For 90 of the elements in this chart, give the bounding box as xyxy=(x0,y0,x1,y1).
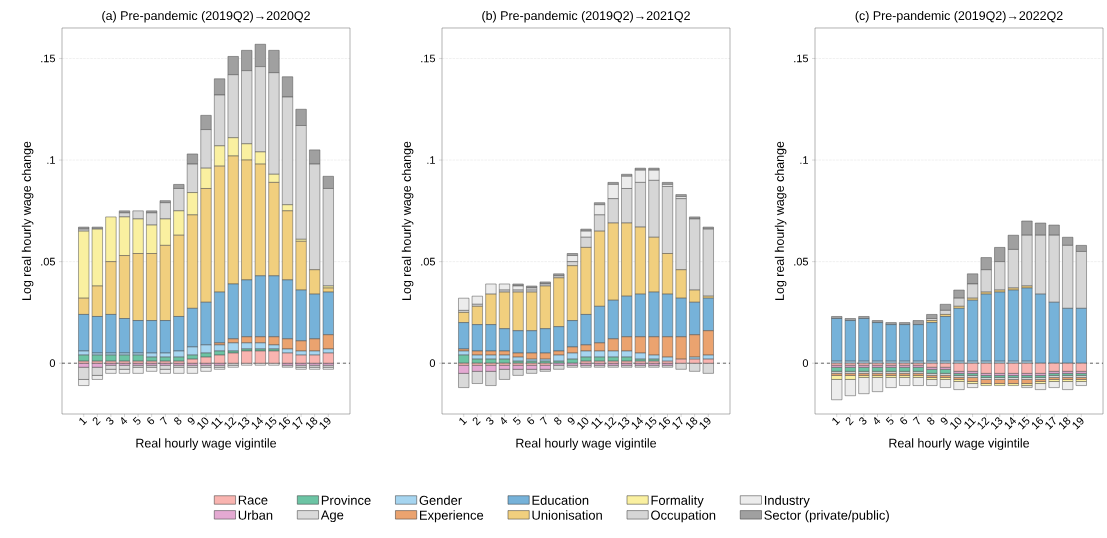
x-tick-label: 2 xyxy=(472,417,481,426)
x-tick-label: 4 xyxy=(121,417,128,425)
x-tick-label: 9 xyxy=(567,417,575,425)
x-tick-label: 13 xyxy=(238,417,250,430)
x-tick-label: 14 xyxy=(1004,417,1017,430)
x-tick-label: 16 xyxy=(658,417,671,430)
x-tick-label: 19 xyxy=(699,417,711,430)
x-tick-label: 16 xyxy=(278,417,291,430)
x-tick-label: 1 xyxy=(832,417,841,426)
legend-label: Age xyxy=(320,510,344,523)
x-tick-label: 7 xyxy=(539,416,547,425)
x-tick-label: 18 xyxy=(306,417,318,430)
x-tick-label: 12 xyxy=(604,417,617,430)
x-tick-label: 7 xyxy=(912,416,920,425)
y-tick-label: .05 xyxy=(41,257,56,266)
y-tick-label: .15 xyxy=(794,54,809,63)
x-tick-label: 3 xyxy=(486,417,494,425)
x-tick-label: 10 xyxy=(577,417,589,430)
x-tick-label: 11 xyxy=(964,417,976,429)
x-tick-label: 3 xyxy=(859,417,867,425)
x-tick-label: 9 xyxy=(940,417,948,425)
legend-label: Race xyxy=(238,495,268,505)
x-tick-label: 6 xyxy=(147,417,155,425)
x-axis-title: Real hourly wage vigintile xyxy=(889,438,1030,450)
x-tick-label: 3 xyxy=(106,417,114,425)
x-tick-label: 8 xyxy=(554,417,562,425)
x-tick-label: 13 xyxy=(618,417,630,430)
y-tick-label: 0 xyxy=(802,359,809,368)
legend-label: Education xyxy=(532,495,589,505)
x-tick-label: 13 xyxy=(991,417,1003,430)
x-tick-label: 14 xyxy=(631,417,644,430)
legend-label: Sector (private/public) xyxy=(764,510,889,523)
x-tick-label: 4 xyxy=(874,417,881,425)
legend-label: Formality xyxy=(651,495,704,508)
x-tick-label: 18 xyxy=(686,417,698,430)
x-tick-label: 8 xyxy=(174,417,182,425)
x-tick-label: 19 xyxy=(319,417,331,430)
y-tick-label: .05 xyxy=(421,257,436,266)
y-tick-label: .05 xyxy=(794,257,809,266)
x-tick-label: 17 xyxy=(292,416,303,430)
chart-title: (c) Pre-pandemic (2019Q2)→2022Q2 xyxy=(855,10,1063,23)
legend-label: Gender xyxy=(419,495,462,505)
x-tick-label: 8 xyxy=(927,417,935,425)
legend-label: Industry xyxy=(764,495,810,508)
x-tick-label: 15 xyxy=(645,416,657,430)
x-tick-label: 6 xyxy=(900,417,908,425)
chart-title: (a) Pre-pandemic (2019Q2)→2020Q2 xyxy=(102,10,310,23)
y-axis-title: Log real hourly wage change xyxy=(774,141,787,300)
y-tick-label: .1 xyxy=(47,156,55,164)
legend-label: Urban xyxy=(238,510,273,520)
x-tick-label: 15 xyxy=(265,416,277,430)
y-tick-label: 0 xyxy=(49,359,56,368)
x-tick-label: 7 xyxy=(159,416,167,425)
y-tick-label: 0 xyxy=(429,359,436,368)
x-tick-label: 4 xyxy=(501,417,508,425)
x-tick-label: 17 xyxy=(672,416,683,430)
x-tick-label: 11 xyxy=(591,417,603,429)
x-tick-label: 1 xyxy=(79,417,88,426)
x-tick-label: 10 xyxy=(197,417,209,430)
y-tick-label: .1 xyxy=(427,156,435,164)
x-tick-label: 11 xyxy=(211,417,223,429)
y-tick-label: .15 xyxy=(421,54,436,63)
x-tick-label: 12 xyxy=(977,417,990,430)
legend-label: Province xyxy=(321,495,371,505)
legend-label: Occupation xyxy=(651,510,716,523)
y-axis-title: Log real hourly wage change xyxy=(401,141,414,300)
x-tick-label: 9 xyxy=(187,417,195,425)
x-tick-label: 2 xyxy=(92,417,101,426)
x-axis-title: Real hourly wage vigintile xyxy=(516,438,657,450)
y-tick-label: .15 xyxy=(41,54,56,63)
y-axis-title: Log real hourly wage change xyxy=(21,141,34,300)
y-tick-label: .1 xyxy=(800,156,808,164)
chart-title: (b) Pre-pandemic (2019Q2)→2021Q2 xyxy=(482,10,690,23)
x-tick-label: 6 xyxy=(527,417,535,425)
x-tick-label: 5 xyxy=(885,416,894,425)
legend-label: Experience xyxy=(420,510,484,523)
x-tick-label: 19 xyxy=(1072,417,1084,430)
x-tick-label: 1 xyxy=(459,417,468,426)
x-axis-title: Real hourly wage vigintile xyxy=(136,438,277,450)
x-tick-label: 17 xyxy=(1045,416,1056,430)
legend-label: Unionisation xyxy=(532,510,602,520)
x-tick-label: 14 xyxy=(251,417,264,430)
x-tick-label: 18 xyxy=(1059,417,1071,430)
x-tick-label: 2 xyxy=(845,417,854,426)
x-tick-label: 12 xyxy=(224,417,237,430)
x-tick-label: 10 xyxy=(950,417,962,430)
x-tick-label: 5 xyxy=(132,416,141,425)
x-tick-label: 16 xyxy=(1031,417,1044,430)
x-tick-label: 15 xyxy=(1018,416,1030,430)
x-tick-label: 5 xyxy=(512,416,521,425)
